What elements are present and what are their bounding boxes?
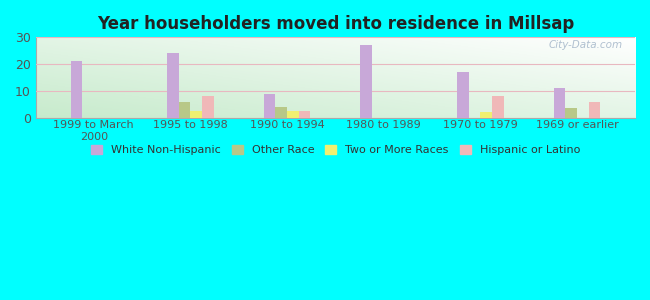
Bar — [457, 72, 469, 118]
Bar — [566, 108, 577, 118]
Legend: White Non-Hispanic, Other Race, Two or More Races, Hispanic or Latino: White Non-Hispanic, Other Race, Two or M… — [87, 141, 584, 159]
Bar — [361, 45, 372, 118]
Bar — [589, 101, 600, 118]
Bar — [167, 53, 179, 118]
Bar — [190, 111, 202, 118]
Bar — [264, 94, 276, 118]
Bar — [71, 61, 82, 118]
Bar — [276, 107, 287, 118]
Text: City-Data.com: City-Data.com — [549, 40, 623, 50]
Bar — [298, 111, 310, 118]
Bar — [554, 88, 566, 118]
Bar — [287, 111, 298, 118]
Title: Year householders moved into residence in Millsap: Year householders moved into residence i… — [97, 15, 574, 33]
Bar — [202, 96, 214, 118]
Bar — [480, 112, 492, 118]
Bar — [492, 96, 504, 118]
Bar — [179, 101, 190, 118]
